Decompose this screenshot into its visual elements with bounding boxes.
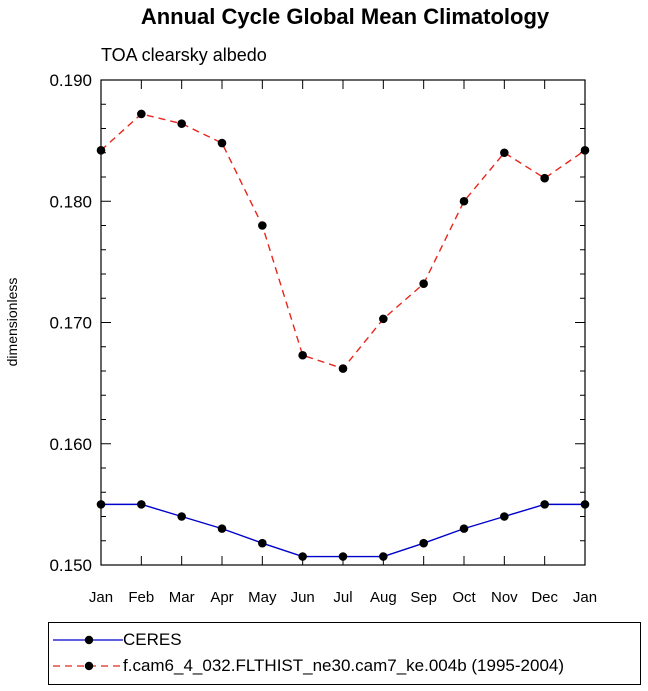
series-1-point xyxy=(96,146,106,155)
series-1-point xyxy=(540,173,549,183)
legend-item-model: f.cam6_4_032.FLTHIST_ne30.cam7_ke.004b (… xyxy=(49,655,640,677)
series-0-point xyxy=(298,552,307,561)
series-1-point xyxy=(137,109,146,119)
x-tick-label: Jan xyxy=(89,589,113,606)
series-0-point xyxy=(258,538,267,548)
x-tick-label: Aug xyxy=(370,589,397,606)
chart: Annual Cycle Global Mean Climatology TOA… xyxy=(4,4,597,606)
series-1-point xyxy=(177,119,186,128)
x-tick-label: Mar xyxy=(169,589,195,606)
series-layer xyxy=(96,109,590,561)
x-tick-label: May xyxy=(248,589,277,606)
series-1-point xyxy=(419,279,428,289)
series-0-point xyxy=(379,552,388,561)
series-0-point xyxy=(459,524,469,533)
y-tick-label: 0.170 xyxy=(49,314,92,333)
series-line-0 xyxy=(101,503,585,558)
x-tick-label: Jun xyxy=(291,589,315,606)
chart-title: Annual Cycle Global Mean Climatology xyxy=(141,4,550,29)
legend-item-ceres: CERES xyxy=(49,629,640,651)
x-tick-label: Oct xyxy=(452,589,476,606)
series-0-point xyxy=(580,500,590,509)
series-1-point xyxy=(258,221,267,230)
y-tick-label: 0.150 xyxy=(49,556,92,575)
series-1-point xyxy=(500,148,509,158)
x-tick-label: Feb xyxy=(128,589,154,606)
series-0-point xyxy=(137,500,146,509)
y-tick-label: 0.190 xyxy=(49,71,92,90)
series-0-point xyxy=(419,538,428,548)
series-1-point xyxy=(459,196,469,206)
series-0-point xyxy=(338,552,348,561)
legend: CERES f.cam6_4_032.FLTHIST_ne30.cam7_ke.… xyxy=(48,622,641,685)
x-tick-label: Jul xyxy=(333,589,352,606)
plot-frame xyxy=(100,79,586,566)
x-tick-label: Sep xyxy=(410,589,437,606)
series-line-1 xyxy=(100,113,586,370)
series-0-point xyxy=(540,500,549,509)
series-1-point xyxy=(298,350,307,360)
y-tick-label: 0.160 xyxy=(49,435,92,454)
series-1-point xyxy=(379,314,388,324)
x-tick-label: Jan xyxy=(573,589,597,606)
x-tick-label: Apr xyxy=(210,589,233,606)
y-axis-label: dimensionless xyxy=(4,278,20,367)
series-1-point xyxy=(338,364,348,373)
x-tick-label: Nov xyxy=(491,589,518,606)
axis-ticks: Jan Feb Mar Apr May Jun Jul Aug Sep Oct Nov Dec Jan 0… xyxy=(49,71,597,606)
legend-swatch-model xyxy=(53,661,123,671)
legend-label-model: f.cam6_4_032.FLTHIST_ne30.cam7_ke.004b (… xyxy=(123,656,565,675)
legend-label-ceres: CERES xyxy=(123,630,182,649)
y-tick-label: 0.180 xyxy=(49,192,92,211)
series-1-point xyxy=(580,146,590,155)
series-1-point xyxy=(217,138,227,148)
series-0-point xyxy=(96,500,106,509)
x-tick-label: Dec xyxy=(531,589,558,606)
chart-subtitle: TOA clearsky albedo xyxy=(101,45,267,65)
series-0-point xyxy=(217,524,227,533)
series-0-point xyxy=(177,512,186,521)
legend-swatch-ceres xyxy=(53,635,123,645)
series-0-point xyxy=(500,512,509,521)
